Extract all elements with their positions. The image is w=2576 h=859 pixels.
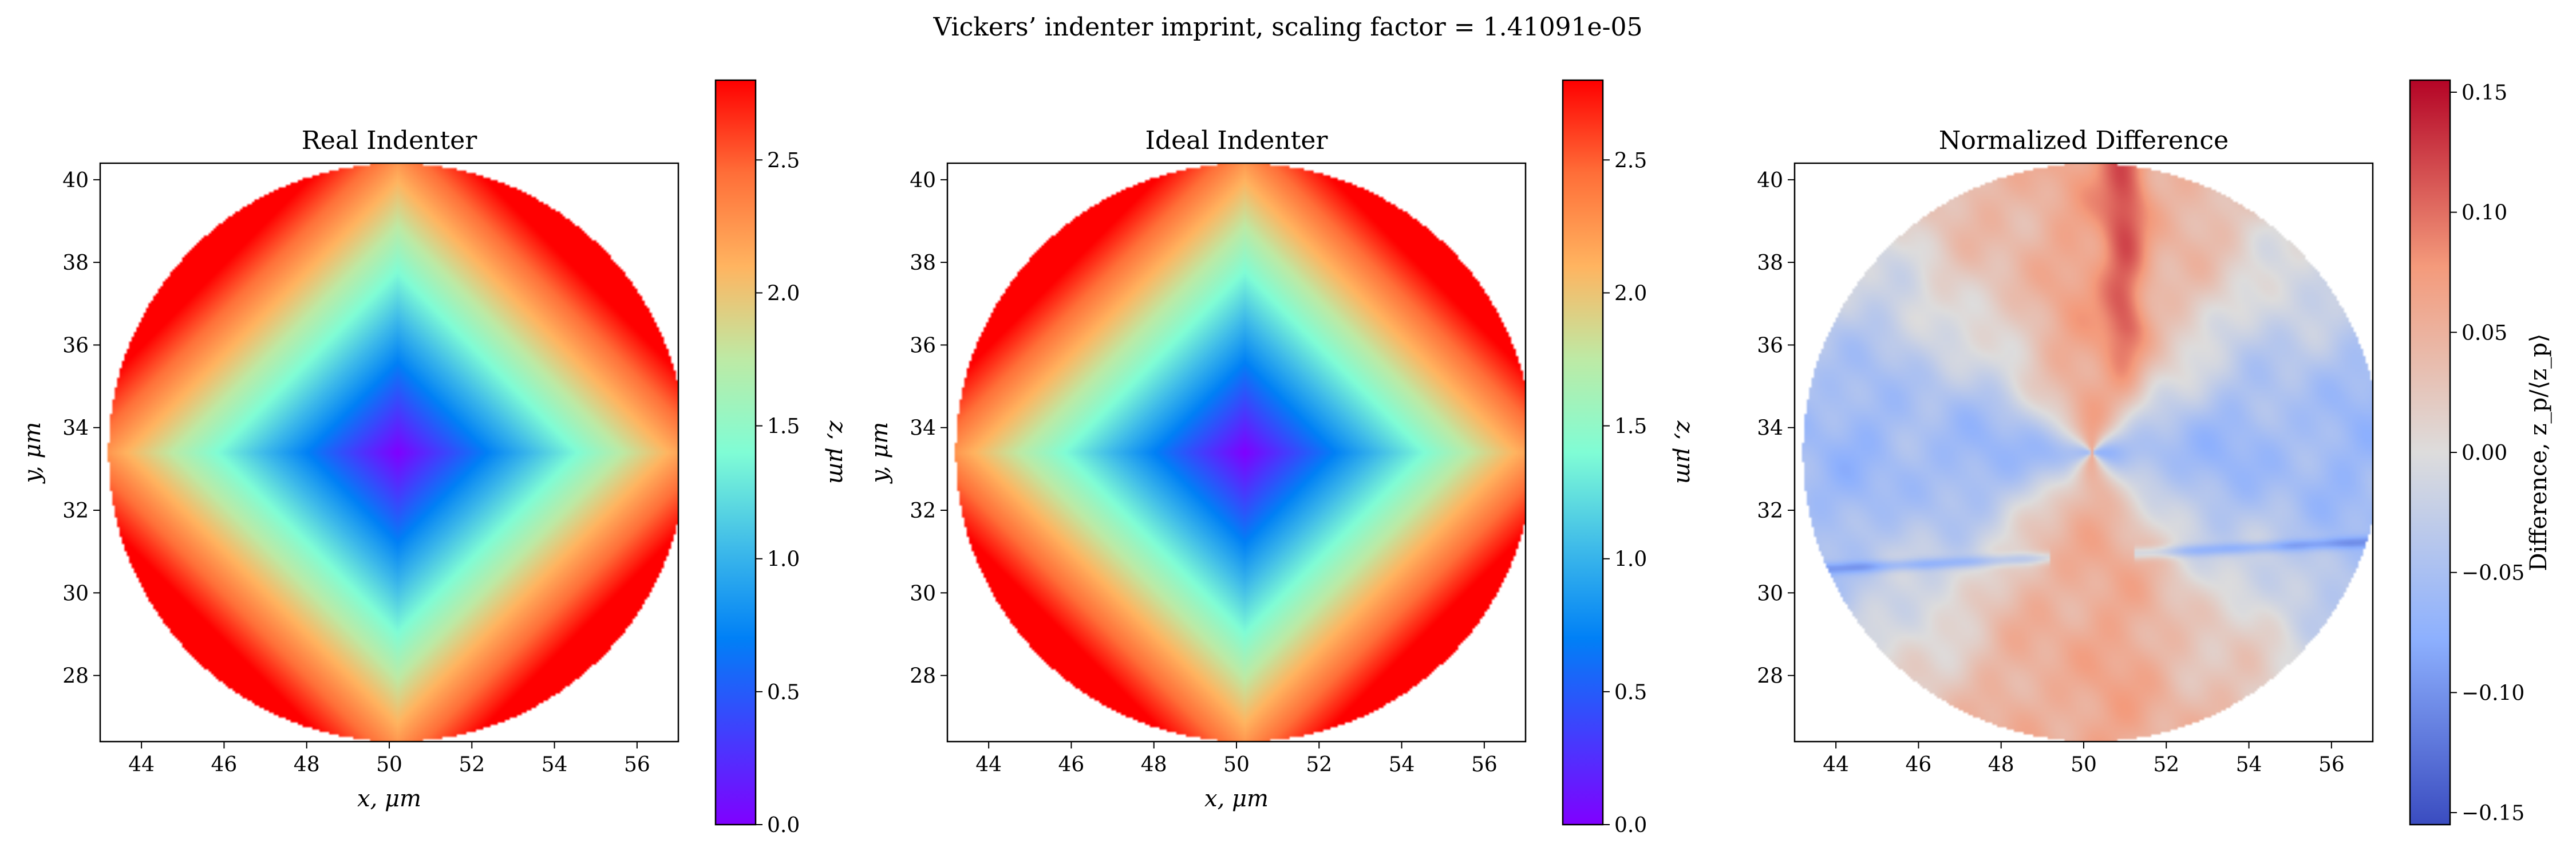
- colorbar-tick-label: 2.5: [1614, 149, 1647, 172]
- colorbar-tick-label: 1.0: [1614, 548, 1647, 572]
- y-tick-label: 30: [62, 582, 89, 605]
- x-tick-label: 54: [542, 753, 568, 777]
- panel-real-indenter: Real Indenter 44 46 48 50 52 54 56 28 30 32 34 36 3…: [19, 79, 851, 837]
- colorbar-tick-label: 1.0: [767, 548, 800, 572]
- y-tick-label: 32: [1757, 499, 1783, 523]
- x-tick-label: 52: [2153, 753, 2179, 777]
- colorbar: [1562, 79, 1604, 826]
- panel-title: Normalized Difference: [1939, 126, 2229, 155]
- x-tick-label: 54: [2236, 753, 2262, 777]
- colorbar-ticks: −0.15 −0.10 −0.05 0.00 0.05 0.10 0.15: [2450, 81, 2524, 825]
- colorbar-tick-label: 0.00: [2462, 442, 2507, 465]
- x-tick-label: 56: [1471, 753, 1498, 777]
- colorbar-tick-label: 0.15: [2462, 81, 2507, 105]
- colorbar: [2409, 79, 2451, 826]
- x-axis-label: x, μm: [357, 786, 421, 812]
- y-tick-label: 32: [910, 499, 936, 523]
- y-tick-label: 34: [62, 417, 89, 440]
- colorbar-tick-label: 1.5: [1614, 415, 1647, 439]
- y-tick-label: 38: [1757, 251, 1783, 275]
- x-ticks: 44 46 48 50 52 54 56: [128, 742, 650, 777]
- colorbar-tick-label: 2.0: [1614, 282, 1647, 305]
- colorbar-tick-label: 2.5: [767, 149, 800, 172]
- y-tick-label: 40: [910, 169, 936, 192]
- heatmap-image: [947, 163, 1526, 742]
- x-tick-label: 50: [2071, 753, 2097, 777]
- y-tick-label: 30: [910, 582, 936, 605]
- colorbar-tick-label: −0.05: [2462, 562, 2524, 585]
- x-tick-label: 48: [1988, 753, 2014, 777]
- y-tick-label: 36: [62, 334, 89, 357]
- panel-ideal-indenter: Ideal Indenter 44 46 48 50 52 54 56 28 30 32 34 36…: [867, 79, 1698, 837]
- colorbar-tick-label: −0.15: [2462, 802, 2524, 825]
- colorbar-tick-label: 2.0: [767, 282, 800, 305]
- panel-title: Real Indenter: [302, 126, 477, 155]
- y-tick-label: 30: [1757, 582, 1783, 605]
- y-tick-label: 34: [1757, 417, 1783, 440]
- y-axis-label: y, μm: [867, 422, 893, 484]
- x-tick-label: 46: [1906, 753, 1932, 777]
- y-tick-label: 40: [62, 169, 89, 192]
- y-tick-label: 28: [62, 665, 89, 688]
- colorbar-tick-label: 0.05: [2462, 321, 2507, 345]
- colorbar-ticks: 0.0 0.5 1.0 1.5 2.0 2.5: [1603, 149, 1647, 837]
- y-axis-label: y, μm: [19, 422, 46, 484]
- colorbar-tick-label: 0.10: [2462, 202, 2507, 225]
- y-tick-label: 38: [910, 251, 936, 275]
- colorbar-label: z, μm: [1672, 420, 1698, 484]
- heatmap-image: [1795, 163, 2373, 742]
- colorbar-tick-label: −0.10: [2462, 681, 2524, 705]
- x-tick-label: 52: [1306, 753, 1332, 777]
- colorbar: [714, 79, 757, 826]
- colorbar-ticks: 0.0 0.5 1.0 1.5 2.0 2.5: [756, 149, 800, 837]
- colorbar-tick-label: 0.5: [767, 681, 800, 704]
- y-tick-label: 28: [910, 665, 936, 688]
- colorbar-tick-label: 0.0: [1614, 814, 1647, 837]
- x-ticks: 44 46 48 50 52 54 56: [1823, 742, 2345, 777]
- x-tick-label: 44: [975, 753, 1002, 777]
- y-tick-label: 28: [1757, 665, 1783, 688]
- y-tick-label: 38: [62, 251, 89, 275]
- x-ticks: 44 46 48 50 52 54 56: [975, 742, 1498, 777]
- panel-normalized-difference: Normalized Difference 44 46 48 50 52 54 56 28 3…: [1757, 79, 2552, 826]
- colorbar-label: z, μm: [824, 420, 851, 484]
- x-tick-label: 44: [1823, 753, 1849, 777]
- y-tick-label: 36: [1757, 334, 1783, 357]
- x-tick-label: 52: [459, 753, 485, 777]
- x-tick-label: 44: [128, 753, 155, 777]
- x-tick-label: 46: [1058, 753, 1085, 777]
- colorbar-tick-label: 1.5: [767, 415, 800, 439]
- y-ticks: 28 30 32 34 36 38 40: [62, 169, 100, 688]
- x-tick-label: 48: [294, 753, 320, 777]
- x-tick-label: 50: [1223, 753, 1250, 777]
- y-tick-label: 36: [910, 334, 936, 357]
- x-tick-label: 50: [376, 753, 402, 777]
- colorbar-tick-label: 0.5: [1614, 681, 1647, 704]
- x-tick-label: 48: [1141, 753, 1167, 777]
- y-ticks: 28 30 32 34 36 38 40: [1757, 169, 1795, 688]
- panel-title: Ideal Indenter: [1145, 126, 1329, 155]
- x-axis-label: x, μm: [1204, 786, 1269, 812]
- figure-title: Vickers’ indenter imprint, scaling facto…: [933, 13, 1643, 42]
- y-tick-label: 34: [910, 417, 936, 440]
- colorbar-label: Difference, z_p/⟨z_p⟩: [2526, 333, 2552, 571]
- heatmap-image: [100, 163, 678, 742]
- x-tick-label: 46: [211, 753, 238, 777]
- colorbar-tick-label: 0.0: [767, 814, 800, 837]
- y-tick-label: 40: [1757, 169, 1783, 192]
- x-tick-label: 56: [2318, 753, 2345, 777]
- x-tick-label: 56: [624, 753, 650, 777]
- y-tick-label: 32: [62, 499, 89, 523]
- x-tick-label: 54: [1389, 753, 1415, 777]
- y-ticks: 28 30 32 34 36 38 40: [910, 169, 947, 688]
